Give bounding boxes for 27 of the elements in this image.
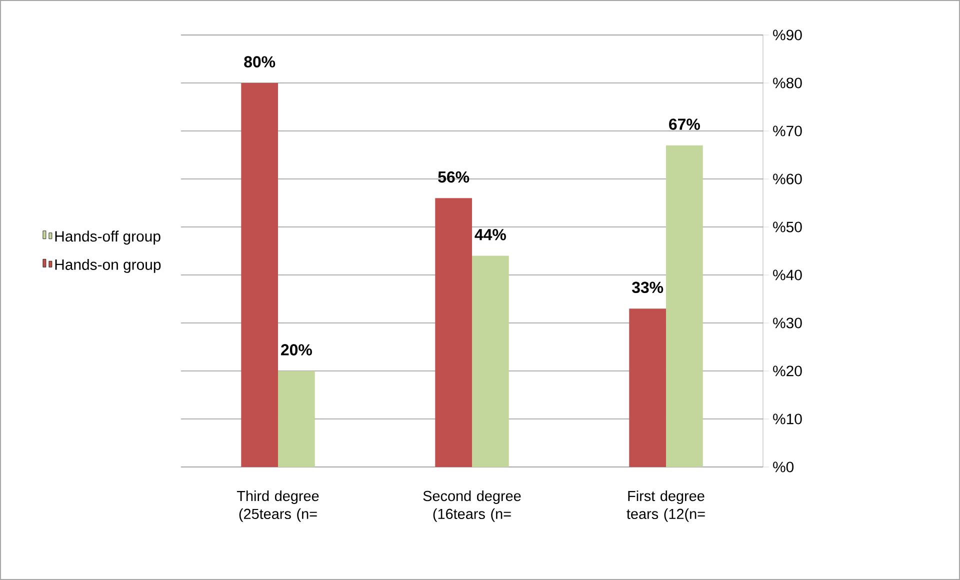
y-tick-label: %60 <box>773 174 802 184</box>
y-tick-label: %0 <box>773 462 794 472</box>
x-tick-label: Second degree (16tears (n= <box>423 490 521 522</box>
bar <box>472 256 509 467</box>
data-label: 56% <box>438 171 470 183</box>
y-tick-label: %70 <box>773 126 802 136</box>
y-tick-label: %90 <box>773 30 802 40</box>
bar <box>666 145 703 467</box>
data-label: 20% <box>281 344 312 356</box>
data-label: 33% <box>632 282 664 294</box>
bar <box>241 82 278 467</box>
bar <box>278 370 315 467</box>
y-tick-label: %80 <box>773 78 802 88</box>
y-tick-label: %10 <box>773 414 802 424</box>
data-label: 80% <box>244 56 276 68</box>
data-label: 67% <box>669 118 700 130</box>
legend-label: Hands-off group <box>55 230 160 245</box>
y-tick-label: %40 <box>773 270 802 280</box>
bar <box>629 308 666 467</box>
y-tick-label: %30 <box>773 318 802 328</box>
x-tick-label: First degree tears (12(n= <box>626 490 705 522</box>
data-label: 44% <box>474 229 506 240</box>
legend-label: Hands-on group <box>55 258 161 273</box>
y-tick-label: %50 <box>773 222 802 232</box>
y-tick-label: %20 <box>773 366 802 376</box>
bar <box>435 198 472 467</box>
x-tick-label: Third degree (25tears (n= <box>236 490 319 522</box>
